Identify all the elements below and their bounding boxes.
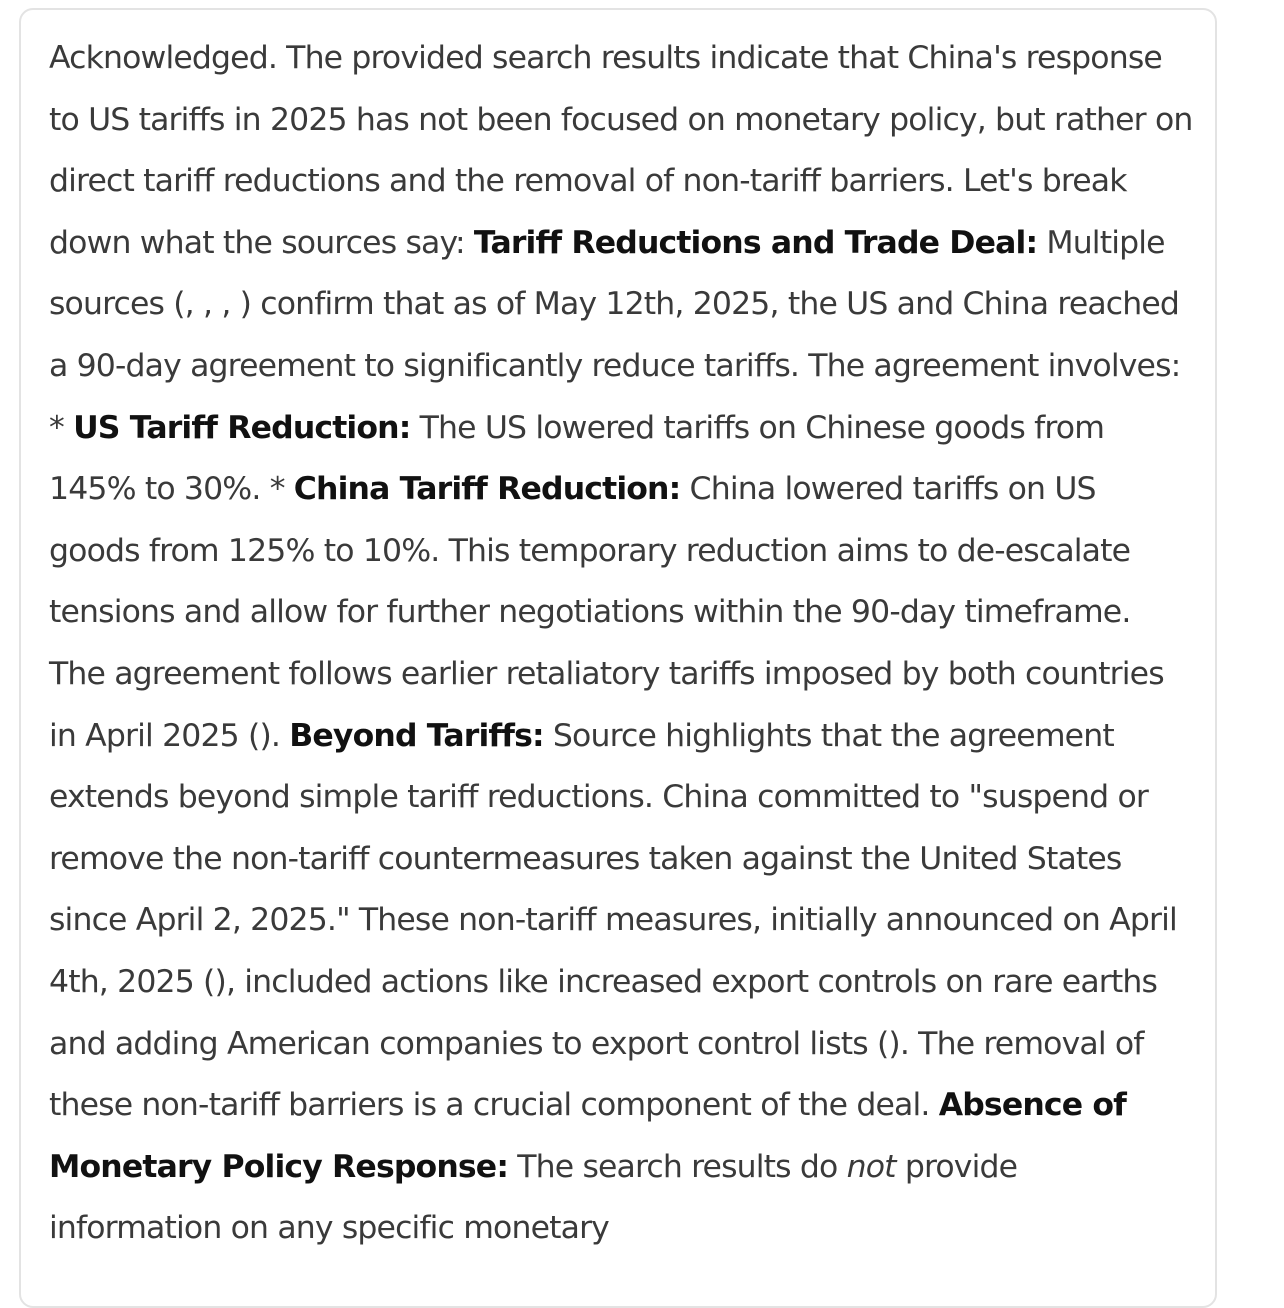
heading-china-tariff-reduction: China Tariff Reduction: bbox=[293, 471, 681, 508]
monetary-policy-text-b: provide information on any specific mone… bbox=[49, 1148, 1018, 1247]
intro-text: Acknowledged. The provided search result… bbox=[49, 40, 1193, 261]
monetary-policy-emphasis: not bbox=[846, 1148, 897, 1185]
beyond-tariffs-text: Source highlights that the agreement ext… bbox=[49, 717, 1178, 1124]
heading-tariff-reductions: Tariff Reductions and Trade Deal: bbox=[473, 224, 1038, 261]
monetary-policy-text-a: The search results do bbox=[508, 1148, 847, 1185]
heading-beyond-tariffs: Beyond Tariffs: bbox=[289, 717, 544, 754]
assistant-message-text: Acknowledged. The provided search result… bbox=[49, 28, 1195, 1260]
heading-absence-monetary-policy: Absence of Monetary Policy Response: bbox=[49, 1087, 1127, 1185]
assistant-message-card: Acknowledged. The provided search result… bbox=[19, 8, 1217, 1308]
heading-us-tariff-reduction: US Tariff Reduction: bbox=[73, 409, 411, 446]
tariff-reductions-text: Multiple sources (, , , ) confirm that a… bbox=[49, 224, 1181, 446]
china-tariff-reduction-text: China lowered tariffs on US goods from 1… bbox=[49, 471, 1165, 754]
us-tariff-reduction-text: The US lowered tariffs on Chinese goods … bbox=[49, 409, 1105, 508]
